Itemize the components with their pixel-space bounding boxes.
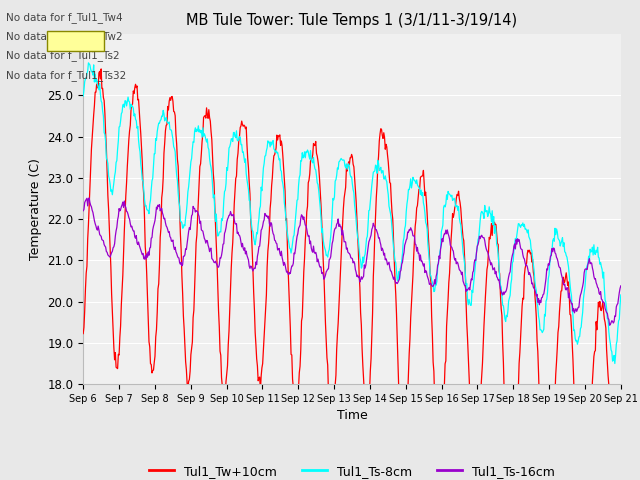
X-axis label: Time: Time <box>337 409 367 422</box>
Text: No data for f_Tul1_Tw4: No data for f_Tul1_Tw4 <box>6 12 123 23</box>
Text: No data for f_Tul1_Tw2: No data for f_Tul1_Tw2 <box>6 31 123 42</box>
Y-axis label: Temperature (C): Temperature (C) <box>29 158 42 260</box>
Text: MB Tule: MB Tule <box>51 36 97 46</box>
Text: No data for f_Tul1_Ts2: No data for f_Tul1_Ts2 <box>6 50 120 61</box>
Title: MB Tule Tower: Tule Temps 1 (3/1/11-3/19/14): MB Tule Tower: Tule Temps 1 (3/1/11-3/19… <box>186 13 518 28</box>
Legend: Tul1_Tw+10cm, Tul1_Ts-8cm, Tul1_Ts-16cm: Tul1_Tw+10cm, Tul1_Ts-8cm, Tul1_Ts-16cm <box>144 460 560 480</box>
Text: No data for f_Tul1_Ts32: No data for f_Tul1_Ts32 <box>6 70 127 81</box>
